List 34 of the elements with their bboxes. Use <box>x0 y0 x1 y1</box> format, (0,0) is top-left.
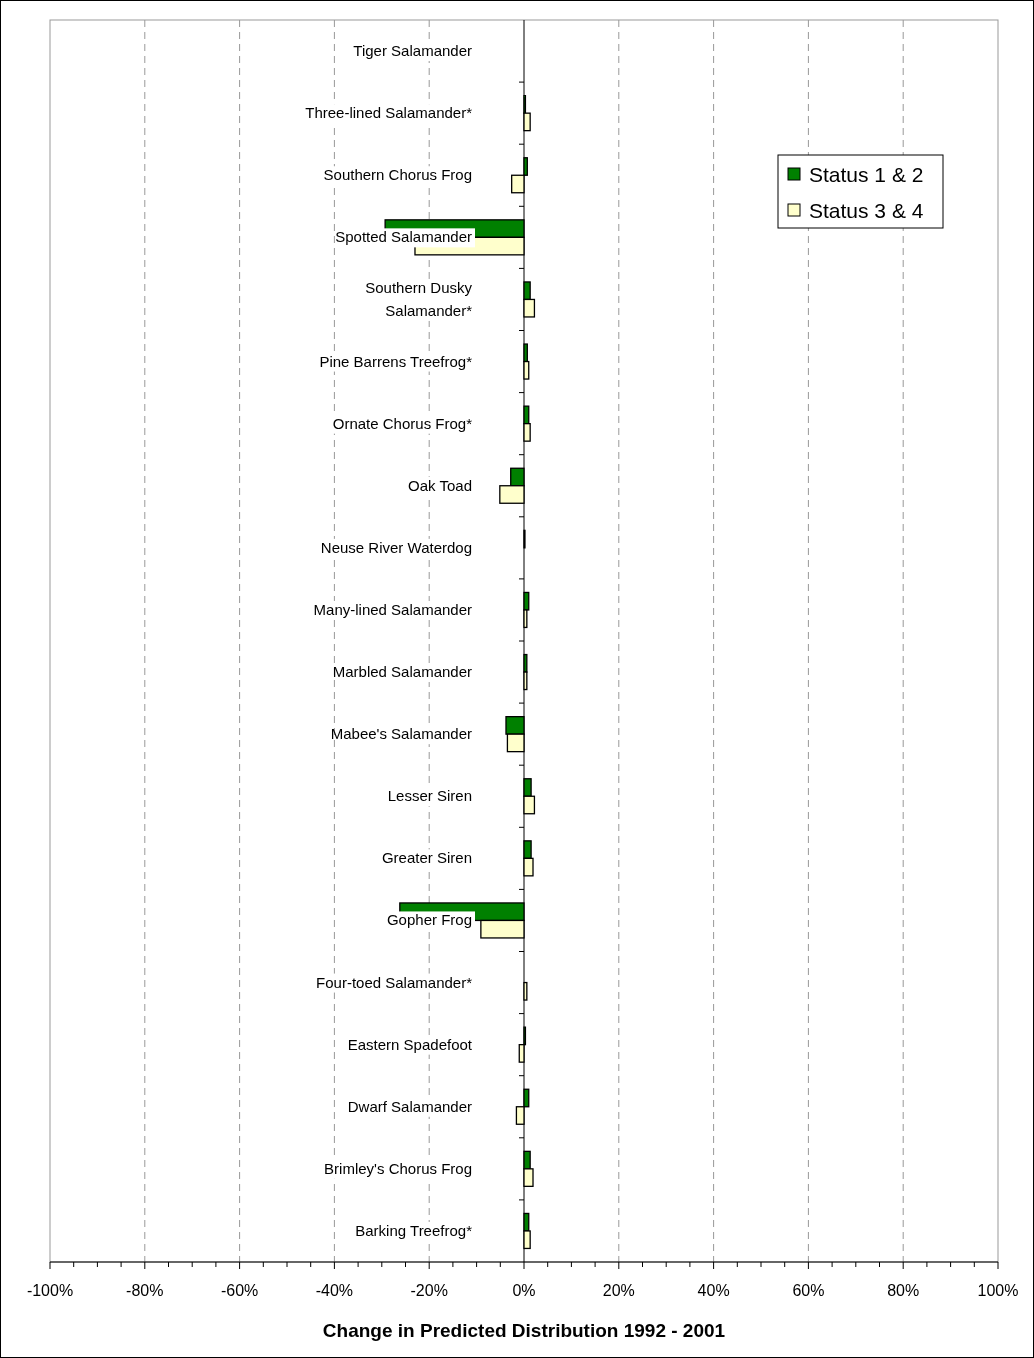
x-tick-label: -100% <box>26 1282 74 1299</box>
x-tick-label: 60% <box>792 1282 825 1299</box>
y-tick-label: Pine Barrens Treefrog* <box>319 352 473 370</box>
x-tick-label: 100% <box>977 1282 1019 1299</box>
y-tick-label: Southern Chorus Frog <box>323 166 472 184</box>
y-tick-label: Eastern Spadefoot <box>347 1035 473 1053</box>
y-tick-label: Ornate Chorus Frog* <box>332 414 473 432</box>
x-tick-label: -80% <box>126 1282 164 1299</box>
y-tick-label: Neuse River Waterdog <box>320 538 472 556</box>
y-tick-label: Oak Toad <box>408 476 472 494</box>
x-tick-label: 40% <box>697 1282 730 1299</box>
legend-label: Status 1 & 2 <box>809 163 924 186</box>
x-tick-label: -20% <box>410 1282 448 1299</box>
y-tick-label: Brimley's Chorus Frog <box>324 1159 472 1177</box>
y-tick-label: Marbled Salamander <box>332 663 472 681</box>
x-tick-label: 80% <box>887 1282 920 1299</box>
x-tick-label: 20% <box>602 1282 635 1299</box>
y-tick-label: Greater Siren <box>381 849 472 867</box>
y-tick-label: Spotted Salamander <box>335 228 472 246</box>
y-tick-label: Dwarf Salamander <box>347 1097 472 1115</box>
y-tick-label: Many-lined Salamander <box>313 600 472 618</box>
legend-label: Status 3 & 4 <box>809 199 924 222</box>
x-tick-label: 0% <box>512 1282 536 1299</box>
y-tick-label: Barking Treefrog* <box>355 1221 473 1239</box>
y-tick-label: Gopher Frog <box>386 911 472 929</box>
y-tick-label: Four-toed Salamander* <box>316 973 473 991</box>
y-tick-label: Lesser Siren <box>387 787 472 805</box>
y-tick-label: Mabee's Salamander <box>330 725 472 743</box>
y-tick-label: Southern Dusky Salamander* <box>365 278 473 319</box>
x-tick-label: -60% <box>220 1282 259 1299</box>
x-axis-title: Change in Predicted Distribution 1992 - 2001 <box>322 1320 726 1341</box>
y-tick-label: Three-lined Salamander* <box>305 104 473 122</box>
y-tick-label: Tiger Salamander <box>353 42 472 60</box>
x-tick-label: -40% <box>315 1282 354 1299</box>
